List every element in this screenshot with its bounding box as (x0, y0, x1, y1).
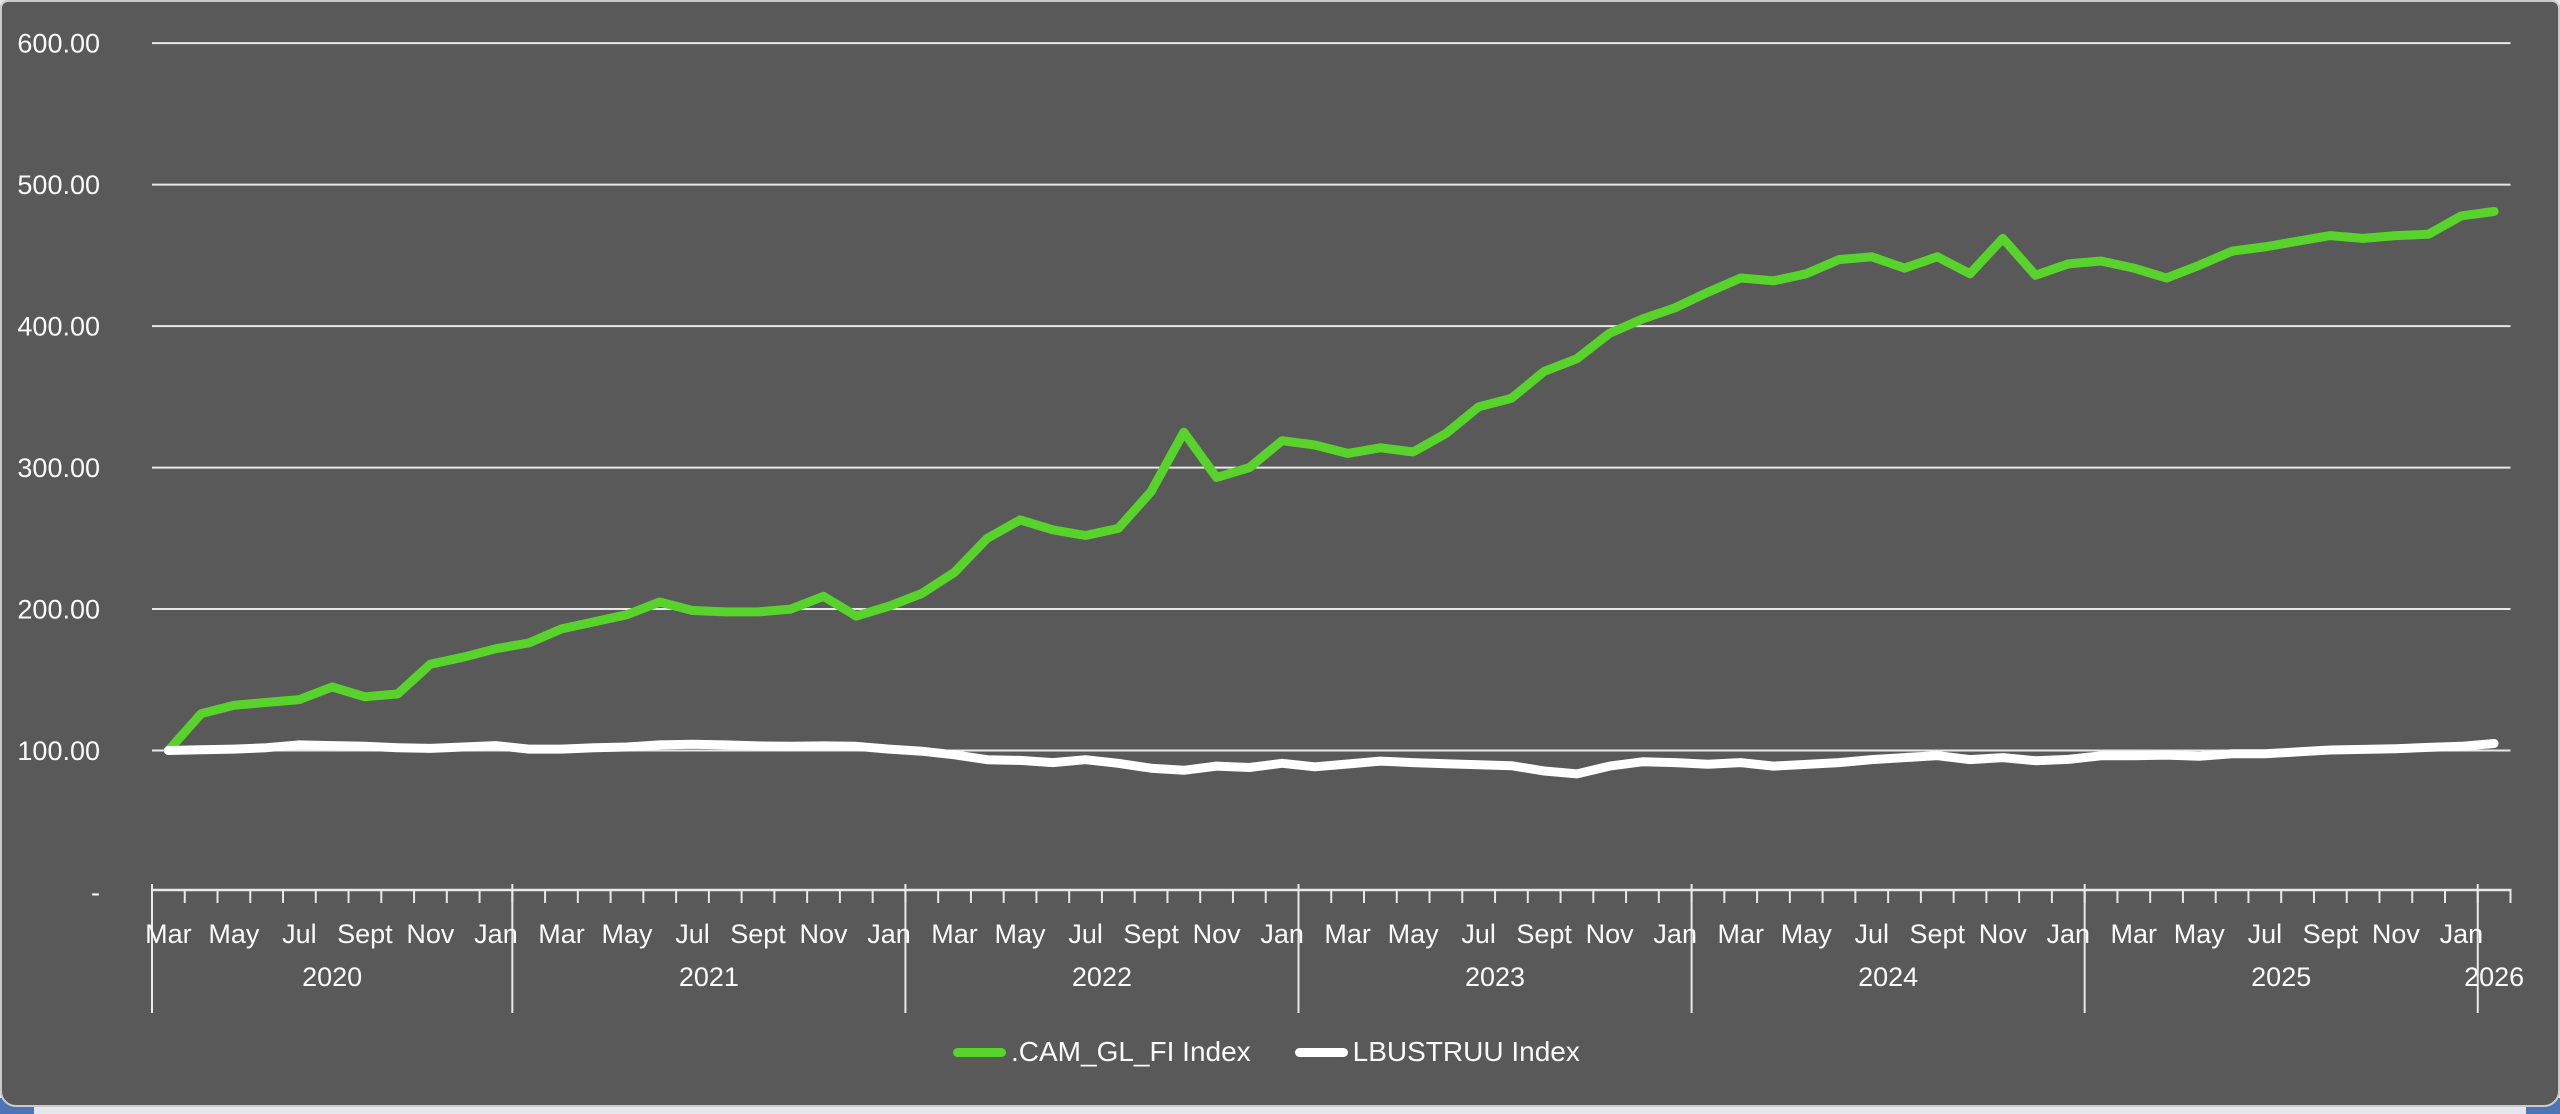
x-axis-month-label: Nov (1586, 919, 1635, 949)
legend-swatch-cam-gl-fi (953, 1047, 1006, 1057)
x-axis-month-label: Nov (1979, 919, 2028, 949)
legend-label-cam-gl-fi: .CAM_GL_FI Index (1011, 1036, 1251, 1067)
x-axis-month-label: Jan (1260, 919, 1304, 949)
x-axis-month-label: Nov (2372, 919, 2421, 949)
x-axis-year-label-2026: 2026 (2464, 962, 2524, 992)
x-axis-month-label: Mar (538, 919, 585, 949)
x-axis-month-label: Mar (1324, 919, 1371, 949)
x-axis-month-label: May (995, 919, 1047, 949)
x-axis-month-label: Sept (1516, 919, 1572, 949)
x-axis-month-label: Mar (1717, 919, 1764, 949)
series-line-lbustruu (163, 739, 2499, 779)
x-axis-month-label: Nov (800, 919, 849, 949)
x-axis-year-label-2021: 2021 (679, 962, 739, 992)
x-axis-year-label-2025: 2025 (2251, 962, 2311, 992)
x-axis-month-label: May (601, 919, 653, 949)
x-axis-month-label: Sept (1123, 919, 1179, 949)
x-axis-month-label: Mar (2111, 919, 2158, 949)
x-axis-year-label-2024: 2024 (1858, 962, 1918, 992)
series-line-cam-gl-fi (163, 207, 2499, 755)
y-axis-label-100: 100.00 (17, 736, 100, 766)
x-axis-month-label: Sept (337, 919, 393, 949)
x-axis-month-label: Jan (867, 919, 911, 949)
x-axis-month-label: Nov (1193, 919, 1242, 949)
x-axis-month-label: Jan (474, 919, 518, 949)
x-axis-month-label: Mar (145, 919, 192, 949)
x-axis-month-label: Nov (406, 919, 455, 949)
x-axis-month-label: May (1388, 919, 1440, 949)
x-axis-month-label: Sept (1909, 919, 1965, 949)
x-axis-month-label: Mar (931, 919, 978, 949)
x-axis-month-label: May (1781, 919, 1833, 949)
x-axis-month-label: Jan (2047, 919, 2091, 949)
x-axis-month-label: Jul (2248, 919, 2283, 949)
x-axis-month-label: Sept (2303, 919, 2359, 949)
x-axis-year-label-2023: 2023 (1465, 962, 1525, 992)
legend-item-lbustruu: LBUSTRUU Index (1294, 1036, 1580, 1067)
y-axis-label-400: 400.00 (17, 312, 100, 342)
y-axis-label-500: 500.00 (17, 170, 100, 200)
x-axis-month-label: Jul (675, 919, 710, 949)
legend-label-lbustruu: LBUSTRUU Index (1352, 1036, 1580, 1067)
x-axis-month-label: May (2174, 919, 2226, 949)
x-axis-month-label: Jan (2440, 919, 2484, 949)
y-axis-label-300: 300.00 (17, 453, 100, 483)
x-axis-month-label: Jul (1854, 919, 1889, 949)
y-axis-label-600: 600.00 (17, 29, 100, 59)
x-axis-month-label: Sept (730, 919, 786, 949)
x-axis-month-label: Jan (1653, 919, 1697, 949)
chart-legend: .CAM_GL_FI Index LBUSTRUU Index (953, 1038, 1580, 1066)
x-axis-month-label: May (208, 919, 260, 949)
y-axis-label-200: 200.00 (17, 595, 100, 625)
x-axis-month-label: Jul (1461, 919, 1496, 949)
legend-item-cam-gl-fi: .CAM_GL_FI Index (953, 1038, 1251, 1066)
x-axis-month-label: Jul (1068, 919, 1103, 949)
y-axis-label-zero: - (91, 878, 100, 908)
legend-swatch-lbustruu (1294, 1047, 1348, 1057)
x-axis-year-label-2022: 2022 (1072, 962, 1132, 992)
x-axis-year-label-2020: 2020 (302, 962, 362, 992)
x-axis-month-label: Jul (282, 919, 317, 949)
